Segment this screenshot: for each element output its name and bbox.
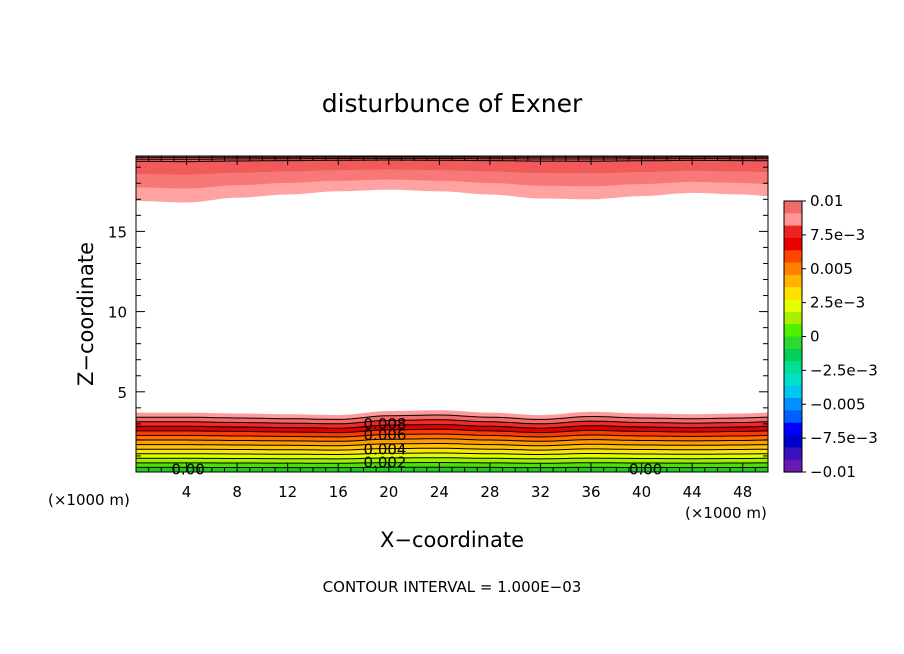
surface-contour-line: [136, 428, 769, 434]
y-tick-label: 10: [108, 304, 127, 322]
contour-label: 0.006: [364, 426, 407, 444]
x-tick-label: 12: [278, 483, 297, 501]
surface-contour-line: [136, 438, 769, 442]
x-tick-label: 20: [379, 483, 398, 501]
surface-contour-line: [136, 447, 768, 451]
colorbar-label: −7.5e−3: [810, 429, 878, 447]
x-tick-label: 24: [430, 483, 449, 501]
chart-title: disturbunce of Exner: [322, 89, 583, 118]
surface-contour-line: [136, 462, 768, 464]
colorbar-swatch: [784, 250, 802, 264]
y-axis: 5 10 15: [108, 166, 768, 457]
colorbar-swatch: [784, 225, 802, 239]
colorbar-swatch: [784, 237, 802, 251]
contour-label: 0.00: [171, 461, 204, 479]
colorbar-swatch: [784, 398, 802, 412]
y-tick-label: 15: [108, 223, 127, 241]
y-axis-label: Z−coordinate: [74, 242, 98, 386]
colorbar-swatch: [784, 410, 802, 424]
plot-area: [135, 155, 769, 473]
contour-label: 0.004: [364, 441, 407, 459]
x-tick-label: 44: [683, 483, 702, 501]
surface-contour-line: [136, 419, 769, 425]
colorbar-swatch: [784, 311, 802, 325]
colorbar-label: 0.01: [810, 192, 843, 210]
y-tick-label: 5: [117, 384, 127, 402]
surface-contour-line: [136, 443, 769, 447]
colorbar-swatch: [784, 385, 802, 399]
colorbar-label: 2.5e−3: [810, 294, 865, 312]
x-tick-label: 16: [329, 483, 348, 501]
x-tick-label: 8: [232, 483, 242, 501]
x-tick-label: 36: [581, 483, 600, 501]
surface-contour-line: [136, 452, 769, 455]
x-axis: 4 8 12 16 20 24 28 32 36 40 44 48: [148, 156, 756, 501]
colorbar-swatch: [784, 299, 802, 313]
colorbar-swatch: [784, 361, 802, 375]
x-axis-unit: (×1000 m): [685, 504, 767, 522]
colorbar-swatch: [784, 459, 802, 473]
colorbar-swatch: [784, 324, 802, 338]
colorbar-swatch: [784, 262, 802, 276]
x-tick-label: 48: [733, 483, 752, 501]
colorbar-label: −2.5e−3: [810, 361, 878, 379]
x-tick-label: 32: [531, 483, 550, 501]
colorbar: 0.01 7.5e−3 0.005 2.5e−3 0 −2.5e−3 −0.005 −7.5e…: [783, 192, 878, 481]
colorbar-swatch: [784, 336, 802, 350]
x-tick-label: 4: [182, 483, 192, 501]
contour-interval-note: CONTOUR INTERVAL = 1.000E−03: [323, 578, 582, 596]
colorbar-swatch: [784, 287, 802, 301]
surface-contour-line: [136, 433, 768, 438]
colorbar-label: 0: [810, 328, 820, 346]
contour-label: 0.008: [364, 415, 407, 433]
colorbar-swatch: [784, 213, 802, 227]
colorbar-swatch: [784, 435, 802, 448]
colorbar-swatch: [784, 348, 802, 362]
surface-contour-line: [136, 457, 768, 460]
colorbar-swatch: [784, 422, 802, 436]
surface-contour-line: [136, 424, 769, 429]
x-tick-label: 40: [632, 483, 651, 501]
colorbar-swatch: [784, 274, 802, 288]
x-axis-label: X−coordinate: [380, 528, 524, 552]
colorbar-swatch: [784, 373, 802, 387]
contour-label: 0.00: [629, 461, 662, 479]
x-tick-label: 28: [480, 483, 499, 501]
colorbar-swatch: [784, 201, 802, 214]
contour-label: 0.002: [364, 453, 407, 471]
surface-contour-line: [136, 414, 769, 420]
colorbar-swatch: [784, 447, 802, 461]
colorbar-label: 7.5e−3: [810, 226, 865, 244]
colorbar-label: −0.01: [810, 463, 856, 481]
colorbar-label: 0.005: [810, 260, 853, 278]
y-axis-unit: (×1000 m): [48, 491, 130, 509]
colorbar-label: −0.005: [810, 395, 866, 413]
